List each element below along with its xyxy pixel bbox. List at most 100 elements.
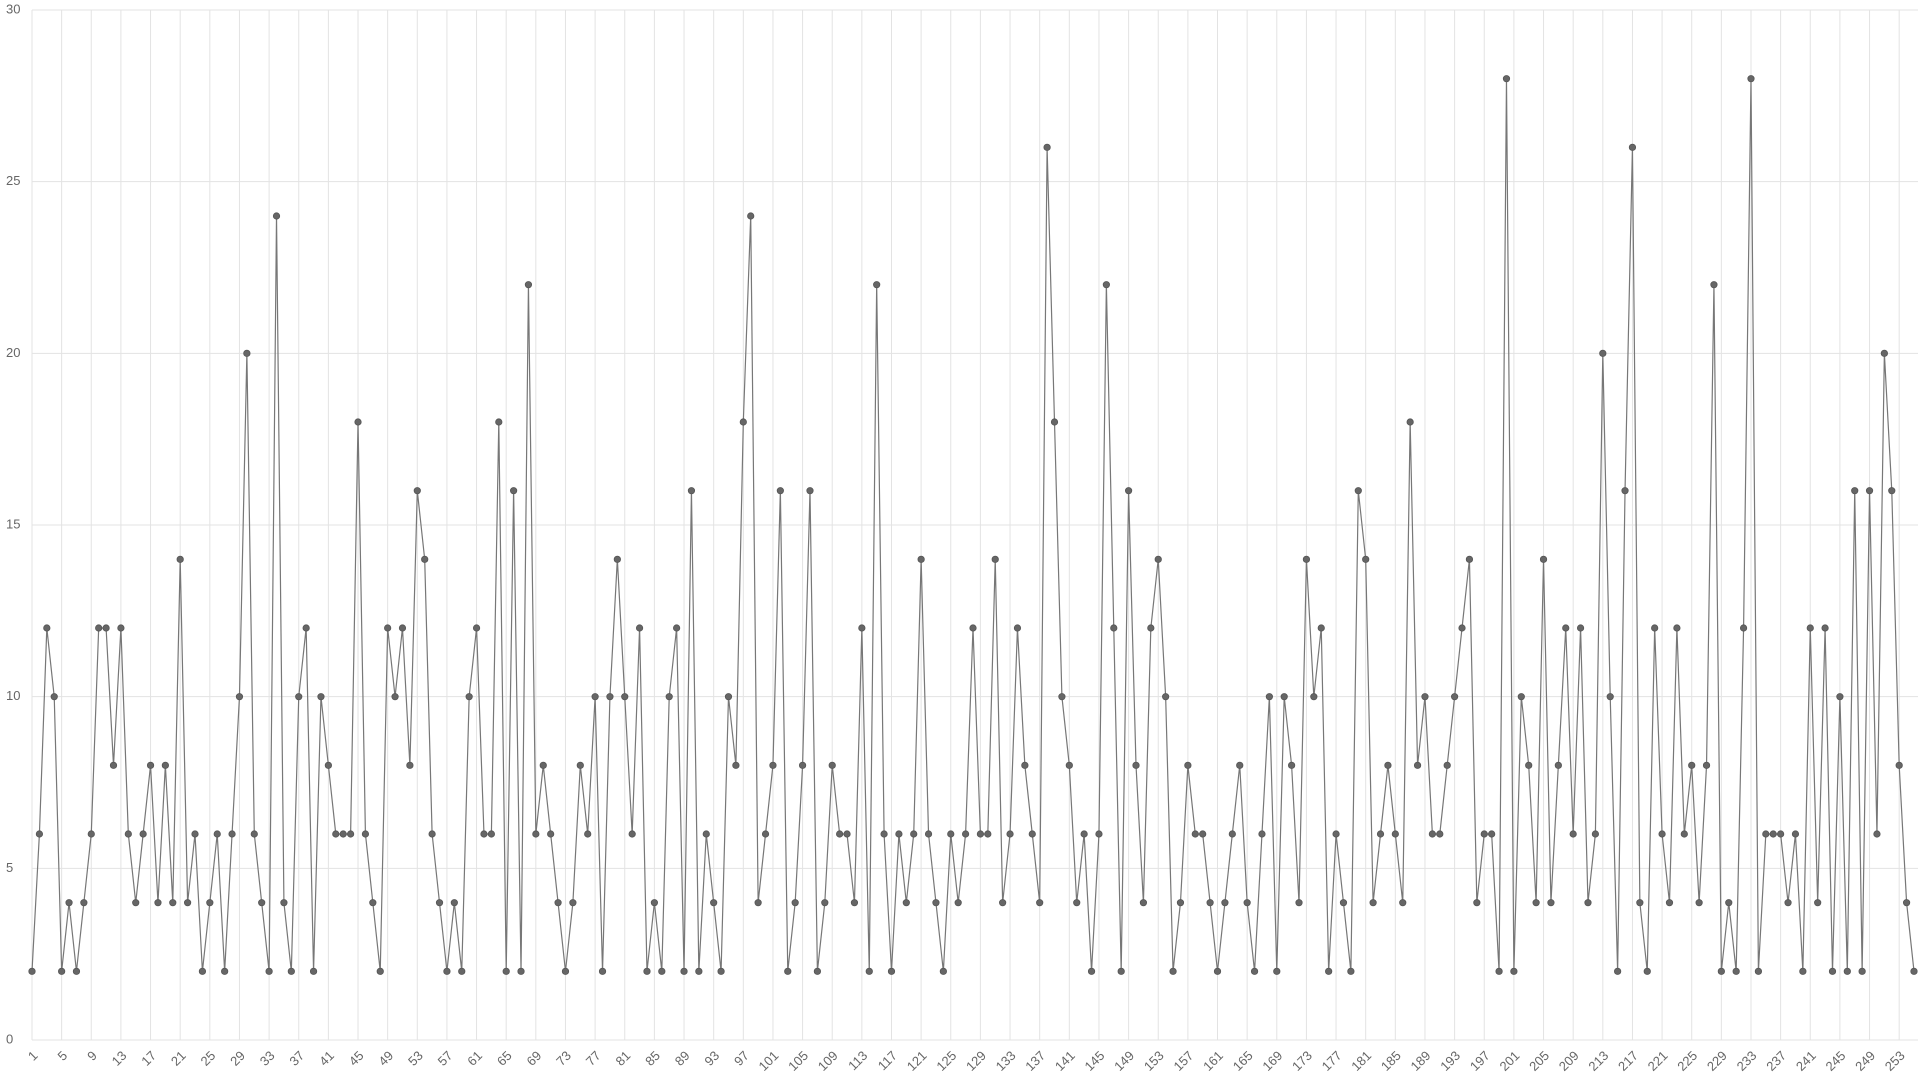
x-tick-label: 129 bbox=[963, 1048, 989, 1074]
point bbox=[1132, 761, 1140, 769]
point bbox=[309, 967, 318, 975]
point bbox=[1873, 830, 1881, 838]
point bbox=[176, 555, 184, 563]
point bbox=[1199, 830, 1207, 838]
point bbox=[569, 899, 577, 907]
x-tick-label: 13 bbox=[109, 1048, 130, 1069]
point bbox=[1451, 693, 1459, 701]
x-tick-label: 1 bbox=[25, 1048, 41, 1064]
point bbox=[1087, 967, 1096, 975]
point bbox=[1095, 830, 1103, 838]
point bbox=[213, 830, 221, 838]
point bbox=[1784, 899, 1792, 907]
point bbox=[465, 693, 473, 701]
point bbox=[769, 761, 777, 769]
point bbox=[1880, 349, 1888, 357]
point bbox=[1169, 967, 1177, 975]
point bbox=[1325, 967, 1333, 975]
point bbox=[991, 555, 999, 563]
point bbox=[339, 830, 347, 838]
point bbox=[1895, 761, 1903, 769]
point bbox=[1376, 830, 1385, 838]
point bbox=[1317, 624, 1325, 632]
point bbox=[265, 967, 273, 975]
point bbox=[1073, 899, 1081, 907]
x-tick-label: 37 bbox=[286, 1048, 307, 1069]
point bbox=[1184, 761, 1192, 769]
point bbox=[1369, 899, 1377, 907]
y-tick-label: 30 bbox=[6, 1, 20, 16]
point bbox=[28, 967, 36, 975]
point bbox=[1339, 899, 1348, 907]
x-tick-label: 49 bbox=[375, 1048, 396, 1069]
point bbox=[1754, 967, 1763, 975]
point bbox=[1436, 830, 1444, 838]
point bbox=[1391, 830, 1399, 838]
x-tick-label: 109 bbox=[815, 1048, 841, 1074]
point bbox=[1080, 830, 1088, 838]
point bbox=[183, 899, 192, 907]
x-tick-label: 189 bbox=[1408, 1048, 1434, 1074]
point bbox=[791, 899, 799, 907]
x-tick-label: 69 bbox=[524, 1048, 545, 1069]
point bbox=[65, 899, 73, 907]
point bbox=[1302, 555, 1311, 563]
point bbox=[880, 830, 888, 838]
point bbox=[124, 830, 132, 838]
x-tick-label: 65 bbox=[494, 1048, 515, 1069]
point bbox=[1814, 899, 1822, 907]
point bbox=[1665, 899, 1674, 907]
point bbox=[1236, 761, 1244, 769]
x-tick-label: 213 bbox=[1585, 1048, 1611, 1074]
point bbox=[1147, 624, 1155, 632]
point bbox=[828, 761, 836, 769]
point bbox=[591, 693, 599, 701]
point bbox=[472, 624, 481, 632]
x-tick-label: 117 bbox=[875, 1048, 900, 1073]
point bbox=[1124, 487, 1133, 495]
point bbox=[391, 693, 399, 701]
point bbox=[235, 693, 244, 701]
point bbox=[1213, 967, 1222, 975]
point bbox=[1695, 899, 1703, 907]
point bbox=[910, 830, 918, 838]
point bbox=[680, 967, 688, 975]
point bbox=[272, 212, 281, 220]
point bbox=[1888, 487, 1896, 495]
point bbox=[1865, 487, 1874, 495]
point bbox=[1295, 899, 1303, 907]
point bbox=[1777, 830, 1785, 838]
point bbox=[154, 899, 162, 907]
point bbox=[458, 967, 466, 975]
point bbox=[1502, 75, 1511, 83]
point bbox=[650, 899, 658, 907]
point bbox=[332, 830, 340, 838]
x-tick-label: 73 bbox=[553, 1048, 574, 1069]
point bbox=[1821, 624, 1829, 632]
point bbox=[1139, 899, 1148, 907]
point bbox=[1406, 418, 1414, 426]
point bbox=[643, 967, 651, 975]
point bbox=[287, 967, 295, 975]
point bbox=[1636, 899, 1644, 907]
point bbox=[561, 967, 570, 975]
x-tick-label: 173 bbox=[1289, 1048, 1315, 1074]
x-tick-label: 9 bbox=[84, 1048, 100, 1064]
x-tick-label: 221 bbox=[1645, 1048, 1671, 1074]
point bbox=[43, 624, 51, 632]
point bbox=[1769, 830, 1777, 838]
point bbox=[1547, 899, 1555, 907]
point bbox=[1702, 761, 1711, 769]
x-tick-label: 101 bbox=[756, 1048, 782, 1074]
point bbox=[1517, 693, 1525, 701]
x-tick-label: 89 bbox=[672, 1048, 693, 1069]
point bbox=[1280, 693, 1288, 701]
point bbox=[1591, 830, 1599, 838]
point bbox=[302, 624, 310, 632]
point bbox=[917, 555, 925, 563]
x-tick-label: 185 bbox=[1378, 1048, 1404, 1074]
point bbox=[450, 899, 458, 907]
point bbox=[976, 830, 985, 838]
point bbox=[1621, 487, 1629, 495]
point bbox=[198, 967, 207, 975]
